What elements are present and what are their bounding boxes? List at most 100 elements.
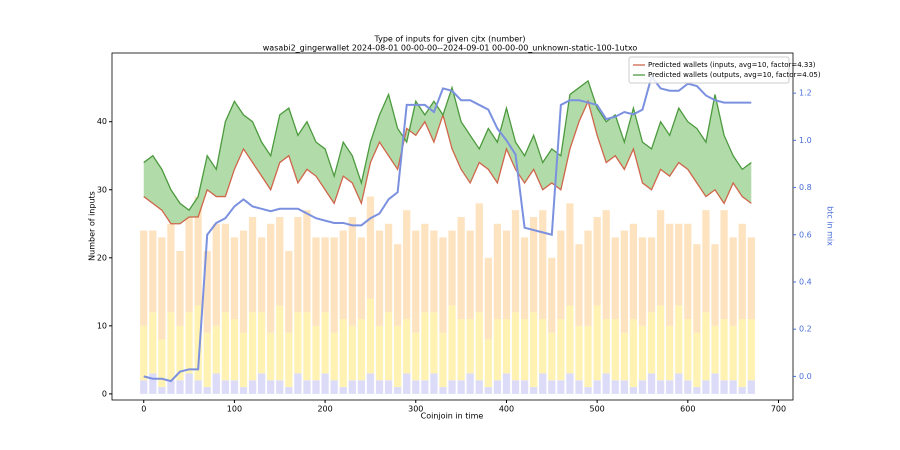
bar-segment xyxy=(539,319,547,374)
bar-segment xyxy=(593,216,601,306)
bar-segment xyxy=(412,230,420,333)
bar-segment xyxy=(539,210,547,320)
bar-segment xyxy=(321,373,329,394)
bar-segment xyxy=(511,210,520,313)
bar-segment xyxy=(185,312,193,374)
bar-segment xyxy=(666,325,674,381)
bar-segment xyxy=(502,373,511,394)
bar-segment xyxy=(276,216,284,306)
bar-segment xyxy=(584,325,592,388)
y-axis-label: Number of inputs xyxy=(88,191,97,261)
x-tick-label: 500 xyxy=(589,405,604,414)
bar-segment xyxy=(702,210,710,313)
bar-segment xyxy=(366,298,375,374)
bar-segment xyxy=(394,244,402,326)
bar-segment xyxy=(448,305,456,381)
bar-segment xyxy=(239,387,248,394)
bar-segment xyxy=(475,203,483,313)
bar-segment xyxy=(375,380,384,394)
bar-segment xyxy=(439,237,447,333)
bar-segment xyxy=(339,387,347,394)
bar-segment xyxy=(575,380,583,394)
bar-segment xyxy=(602,210,610,320)
bar-segment xyxy=(629,223,638,320)
bar-segment xyxy=(448,230,456,306)
bar-segment xyxy=(257,237,266,313)
bar-segment xyxy=(466,373,474,394)
bar-segment xyxy=(330,380,338,394)
bar-segment xyxy=(339,230,347,320)
line xyxy=(143,99,752,225)
bar-segment xyxy=(366,373,375,394)
bar-segment xyxy=(167,312,175,381)
bar-segment xyxy=(502,230,511,320)
bar-segment xyxy=(656,210,665,306)
bar-segment xyxy=(321,237,329,313)
bar-segment xyxy=(693,387,701,394)
bar-segment xyxy=(412,380,420,394)
bar-segment xyxy=(384,223,393,313)
bar-segment xyxy=(194,305,202,381)
bar-segment xyxy=(557,380,565,394)
x-tick-label: 600 xyxy=(680,405,695,414)
bar-segment xyxy=(294,312,302,374)
bar-segment xyxy=(620,230,628,333)
bar-segment xyxy=(738,319,746,388)
bar-segment xyxy=(602,319,610,374)
bar-segment xyxy=(303,312,311,381)
bar-segment xyxy=(457,216,465,320)
chart-title: Type of inputs for given cjtx (number) xyxy=(373,35,525,44)
bar-segment xyxy=(430,312,438,374)
x-tick-label: 700 xyxy=(771,405,786,414)
bar-segment xyxy=(511,312,520,381)
bar-segment xyxy=(675,305,683,374)
bar-segment xyxy=(421,223,429,313)
bar-segment xyxy=(203,387,211,394)
legend-label: Predicted wallets (outputs, avg=10, fact… xyxy=(648,71,821,79)
bar-segment xyxy=(493,223,502,320)
bar-segment xyxy=(484,339,492,388)
bar-segment xyxy=(239,230,248,333)
bar-segment xyxy=(248,216,257,313)
bar-segment xyxy=(530,312,538,388)
x-tick-label: 300 xyxy=(408,405,423,414)
bar-segment xyxy=(693,244,701,333)
bar-segment xyxy=(212,325,220,374)
bar-segment xyxy=(167,223,175,313)
bar-segment xyxy=(629,387,638,394)
bar-segment xyxy=(339,319,347,388)
bar-segment xyxy=(203,332,211,388)
y2-axis-label: btc in mix xyxy=(826,206,835,246)
bar-segment xyxy=(257,373,266,394)
bar-segment xyxy=(548,380,556,394)
bar-segment xyxy=(684,223,692,320)
bar-segment xyxy=(303,210,311,313)
bar-segment xyxy=(530,216,538,313)
bar-segment xyxy=(176,380,184,394)
bar-segment xyxy=(457,319,465,381)
bar-segment xyxy=(357,237,365,320)
bar-segment xyxy=(140,325,148,381)
bar-segment xyxy=(194,380,202,394)
bar-segment xyxy=(520,237,529,320)
bar-segment xyxy=(421,312,429,381)
bar-segment xyxy=(584,230,592,326)
legend-label: Predicted wallets (inputs, avg=10, facto… xyxy=(648,61,816,69)
bar-segment xyxy=(702,380,710,394)
bar-segment xyxy=(693,332,701,388)
bar-segment xyxy=(140,380,148,394)
bar-segment xyxy=(611,237,619,320)
bar-segment xyxy=(702,312,710,381)
bar-segment xyxy=(711,373,719,394)
y2-tick-label: 0.4 xyxy=(799,277,812,286)
bar-segment xyxy=(403,319,411,374)
bar-segment xyxy=(267,380,275,394)
bar-segment xyxy=(502,319,511,374)
bar-segment xyxy=(375,325,384,381)
bar-segment xyxy=(557,230,565,320)
y-tick-label: 30 xyxy=(97,185,107,194)
bar-segment xyxy=(384,312,393,381)
bar-segment xyxy=(366,196,375,299)
bar-segment xyxy=(312,325,320,381)
